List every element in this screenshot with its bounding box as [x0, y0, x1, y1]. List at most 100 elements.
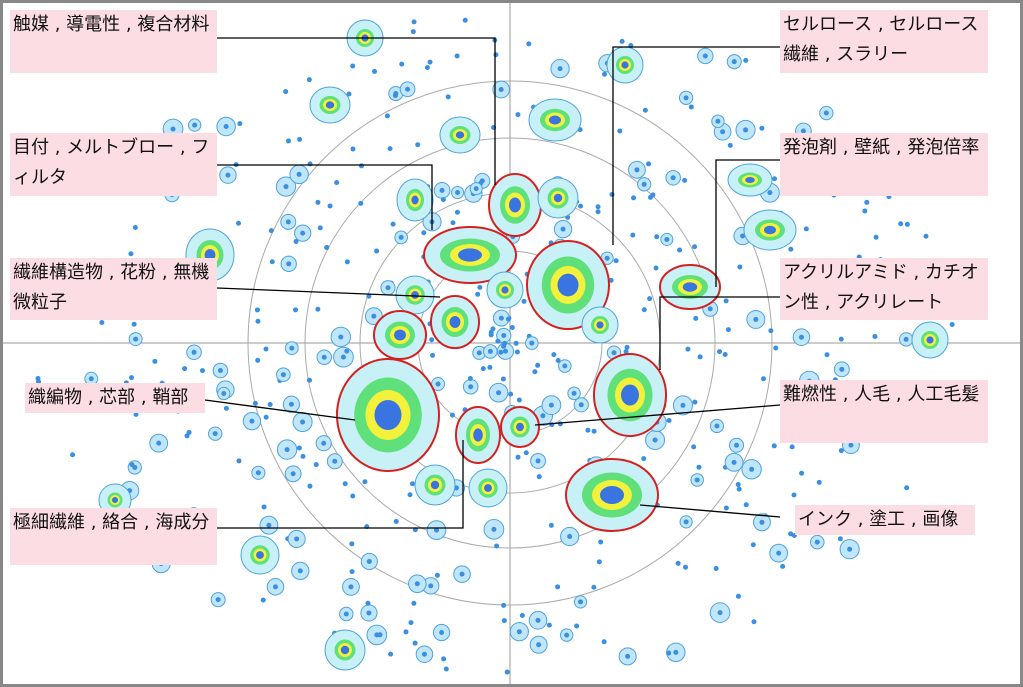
dot — [743, 502, 749, 508]
dot — [445, 94, 451, 100]
dot — [156, 440, 162, 446]
dot — [548, 402, 554, 408]
dot — [321, 354, 327, 360]
dot — [255, 357, 261, 363]
dot — [344, 348, 350, 354]
dot — [223, 124, 229, 130]
dot — [398, 234, 404, 240]
dot — [293, 238, 299, 244]
dot — [349, 569, 355, 575]
dot — [578, 599, 584, 605]
dot — [523, 450, 529, 456]
dot — [476, 350, 482, 356]
dot — [192, 122, 198, 128]
dot — [609, 192, 615, 198]
dot — [630, 232, 636, 238]
dot — [696, 464, 702, 470]
dot — [619, 38, 625, 44]
dot — [872, 333, 878, 339]
dot — [488, 332, 494, 338]
dot — [285, 219, 291, 225]
dot — [269, 259, 275, 265]
dot — [717, 610, 723, 616]
cluster-layer — [430, 480, 440, 490]
dot — [631, 195, 637, 201]
dot — [340, 354, 346, 360]
cluster-layer — [374, 400, 402, 430]
dot — [713, 566, 719, 572]
dot — [427, 59, 433, 65]
dot — [723, 505, 729, 511]
dot — [443, 666, 449, 672]
dot — [567, 534, 573, 540]
dot — [493, 52, 499, 58]
dot — [560, 226, 566, 232]
cluster-layer — [553, 193, 563, 203]
dot — [263, 346, 269, 352]
dot — [776, 550, 782, 556]
dot — [390, 221, 396, 227]
dot — [223, 405, 229, 411]
dot — [392, 93, 398, 99]
dot — [186, 429, 192, 435]
dot — [324, 244, 330, 250]
dot — [487, 364, 493, 370]
dot — [462, 17, 468, 23]
dot — [434, 572, 440, 578]
dot — [286, 261, 292, 267]
dot — [290, 471, 296, 477]
dot — [595, 204, 601, 210]
dot — [535, 617, 541, 623]
dot — [283, 89, 289, 95]
dot — [838, 336, 844, 342]
label: 触媒 , 導電性 , 複合材料 — [10, 10, 217, 73]
dot — [502, 340, 508, 346]
cluster-layer — [340, 645, 350, 655]
dot — [596, 559, 602, 565]
dot — [839, 366, 845, 372]
dot — [923, 233, 929, 239]
dot — [449, 412, 455, 418]
dot — [761, 376, 767, 382]
dot — [293, 307, 299, 313]
dot — [454, 209, 460, 215]
dot — [722, 351, 728, 357]
dot — [683, 564, 689, 570]
cluster-layer — [325, 101, 335, 109]
dot — [429, 337, 435, 343]
dot — [215, 597, 221, 603]
dot — [504, 669, 510, 675]
cluster-layer — [501, 286, 509, 294]
dot — [641, 181, 647, 187]
dot — [505, 316, 511, 322]
dot — [410, 29, 416, 35]
dot — [848, 442, 854, 448]
dot — [798, 334, 804, 340]
dot — [574, 623, 580, 629]
cluster-layer — [682, 282, 698, 292]
dot — [366, 293, 372, 299]
dot — [903, 336, 909, 342]
dot — [255, 318, 261, 324]
dot — [473, 186, 479, 192]
dot — [217, 368, 223, 374]
dot — [625, 653, 631, 659]
dot — [182, 366, 188, 372]
dot — [496, 390, 502, 396]
dot — [249, 418, 255, 424]
dot — [377, 632, 383, 638]
dot — [399, 61, 405, 67]
dot — [349, 541, 355, 547]
cluster-layer — [112, 497, 118, 503]
dot — [693, 315, 699, 321]
label: 繊維構造物 , 花粉 , 無機微粒子 — [10, 258, 217, 320]
dot — [535, 362, 541, 368]
dot — [823, 110, 829, 116]
dot — [411, 19, 417, 25]
clusters — [98, 19, 949, 671]
dot — [646, 161, 652, 167]
dot — [133, 411, 139, 417]
dot — [521, 298, 527, 304]
dot — [424, 65, 430, 71]
dot — [735, 593, 741, 599]
